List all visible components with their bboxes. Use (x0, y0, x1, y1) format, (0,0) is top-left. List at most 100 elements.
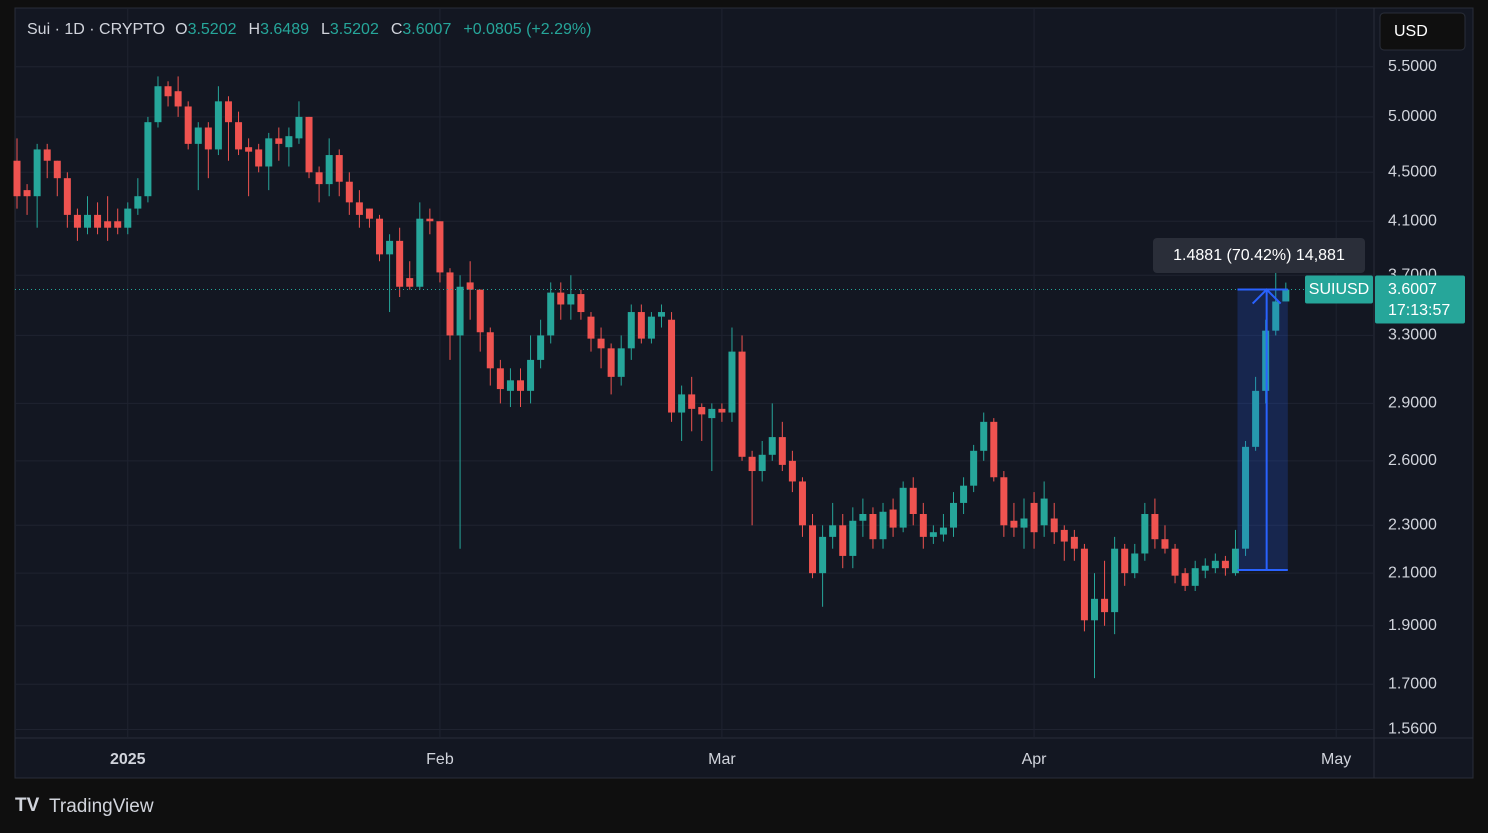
candle-body (285, 136, 293, 148)
candle-body (365, 208, 373, 219)
candle-body (537, 335, 545, 360)
candle-body (63, 178, 71, 215)
candle-body (94, 214, 102, 228)
candle-body (235, 122, 243, 150)
candle-body (547, 292, 555, 336)
currency[interactable]: USD (1394, 23, 1428, 40)
candle-body (43, 149, 51, 161)
legend-key: H (249, 21, 261, 38)
candle-body (688, 394, 696, 409)
candle-body (859, 513, 867, 521)
candle-body (376, 218, 384, 255)
candle-body (1121, 548, 1129, 574)
currency-button[interactable] (1379, 12, 1466, 51)
candle-body (396, 240, 404, 287)
x-tick-label: Mar (708, 751, 736, 768)
candle-body (607, 348, 615, 377)
candle-body (426, 218, 434, 222)
candle-body (1090, 598, 1098, 621)
candle-body (557, 292, 565, 305)
candle-body (1000, 477, 1008, 526)
candle-body (718, 408, 726, 413)
legend: Sui · 1D · CRYPTO O3.5202 H3.6489 L3.5202 C3… (27, 21, 591, 38)
legend-key: L (321, 21, 330, 38)
candle-body (758, 454, 766, 472)
candle-body (53, 160, 61, 179)
candle-body (1161, 539, 1169, 549)
x-tick-label: Feb (426, 751, 454, 768)
y-tick-label: 1.5600 (1388, 721, 1437, 738)
candle-body (224, 101, 232, 123)
candle-body (1111, 548, 1119, 613)
candle-body (919, 513, 927, 537)
y-tick-label: 4.5000 (1388, 164, 1437, 181)
x-tick-label: Apr (1022, 751, 1048, 768)
candle-body (295, 116, 303, 139)
candle-body (1040, 498, 1048, 526)
candle-body (597, 338, 605, 349)
y-tick-label: 5.0000 (1388, 108, 1437, 125)
candle-body (1020, 518, 1028, 528)
candle-body (929, 532, 937, 537)
candle-body (960, 485, 968, 503)
candle-body (23, 190, 31, 197)
legend-value: 3.6007 (402, 21, 451, 38)
candle-body (1252, 390, 1260, 447)
legend-symbol: Sui · 1D · CRYPTO (27, 21, 165, 38)
candle-body (1211, 560, 1219, 569)
legend-key: O (175, 21, 187, 38)
price-tag-price: 3.6007 (1388, 281, 1437, 298)
candle-body (788, 460, 796, 482)
candle-body (939, 527, 947, 535)
candle-body (1191, 568, 1199, 586)
candle-body (416, 218, 424, 287)
candle-body (245, 147, 253, 152)
candle-body (1201, 565, 1209, 571)
measure-label-box (1153, 238, 1365, 273)
candle-body (1141, 513, 1149, 554)
symbol-tag-text: SUIUSD (1309, 281, 1369, 298)
candle-body (1151, 513, 1159, 540)
candle-body (809, 525, 817, 574)
candle-body (778, 437, 786, 465)
y-tick-label: 2.3000 (1388, 517, 1437, 534)
price-tag (1375, 275, 1465, 324)
candle-body (1080, 548, 1088, 621)
candle-body (1242, 446, 1250, 549)
x-tick-label: 2025 (110, 751, 146, 768)
candle-body (980, 421, 988, 451)
y-tick-label: 2.6000 (1388, 452, 1437, 469)
candle-body (124, 208, 132, 228)
candle-body (1171, 548, 1179, 576)
measure-box (1237, 289, 1288, 571)
candle-body (728, 351, 736, 413)
price-tag-countdown: 17:13:57 (1388, 302, 1450, 319)
candle-body (104, 221, 112, 228)
candle-body (204, 127, 212, 150)
candle-body (406, 278, 414, 287)
candle-body (73, 214, 81, 228)
candle-body (1101, 598, 1109, 613)
candle-body (1060, 529, 1068, 542)
candle-body (466, 282, 474, 290)
candle-body (990, 421, 998, 478)
candle-body (446, 272, 454, 336)
candle-body (1050, 518, 1058, 533)
y-tick-label: 4.1000 (1388, 212, 1437, 229)
legend-value: 3.5202 (188, 21, 237, 38)
candle-body (829, 525, 837, 537)
candle-body (668, 319, 676, 413)
candle-body (909, 487, 917, 514)
candle-body (1131, 553, 1139, 574)
candle-body (194, 127, 202, 144)
candle-body (214, 101, 222, 150)
y-tick-label: 1.7000 (1388, 676, 1437, 693)
candle-body (83, 214, 91, 228)
candle-body (527, 359, 535, 391)
candle-body (436, 221, 444, 273)
candle-body (506, 380, 514, 391)
candle-body (738, 351, 746, 457)
candle-body (1070, 536, 1078, 549)
